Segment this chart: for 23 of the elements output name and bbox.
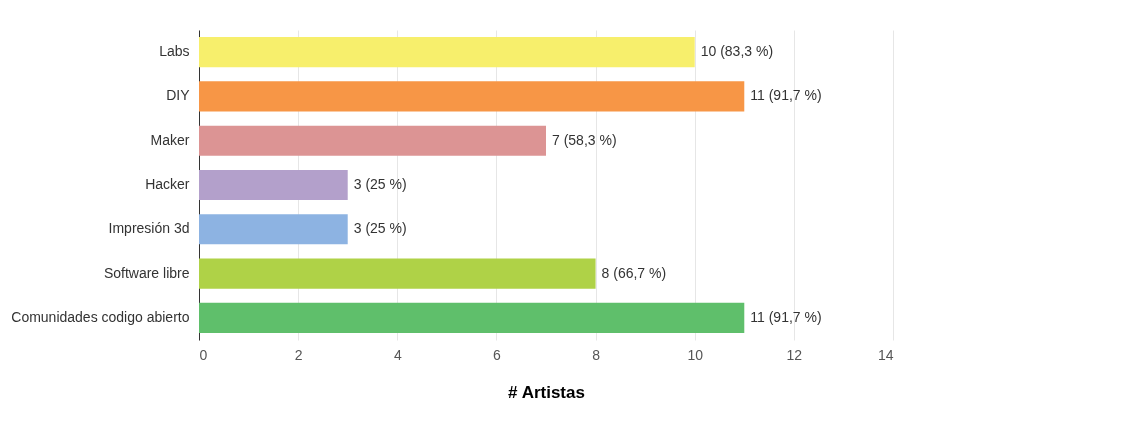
data-label: 11 (91,7 %) (750, 308, 822, 325)
x-tick-label: 6 (493, 346, 502, 363)
data-label: 11 (91,7 %) (750, 87, 822, 104)
y-tick-label: Impresión 3d (108, 220, 190, 237)
data-label: 3 (25 %) (353, 176, 407, 192)
y-tick-label: DIY (166, 87, 191, 104)
x-tick-label: 0 (199, 346, 208, 363)
x-tick-label: 12 (786, 346, 803, 363)
y-tick-label: Hacker (145, 176, 190, 192)
data-label: 10 (83,3 %) (700, 43, 774, 60)
data-label: 3 (25 %) (353, 220, 407, 237)
x-tick-label: 4 (393, 346, 402, 363)
data-label: 7 (58,3 %) (552, 131, 617, 148)
y-tick-label: Software libre (103, 264, 190, 281)
y-tick-label: Maker (150, 131, 190, 148)
x-tick-label: 10 (687, 346, 704, 363)
x-tick-label: 8 (592, 346, 601, 363)
x-axis-title: # Artistas (508, 382, 585, 402)
x-tick-label: 14 (877, 346, 894, 363)
y-tick-label: Labs (159, 43, 190, 60)
x-tick-label: 2 (294, 346, 303, 363)
data-label: 8 (66,7 %) (601, 264, 667, 281)
y-tick-label: Comunidades codigo abierto (11, 308, 190, 325)
